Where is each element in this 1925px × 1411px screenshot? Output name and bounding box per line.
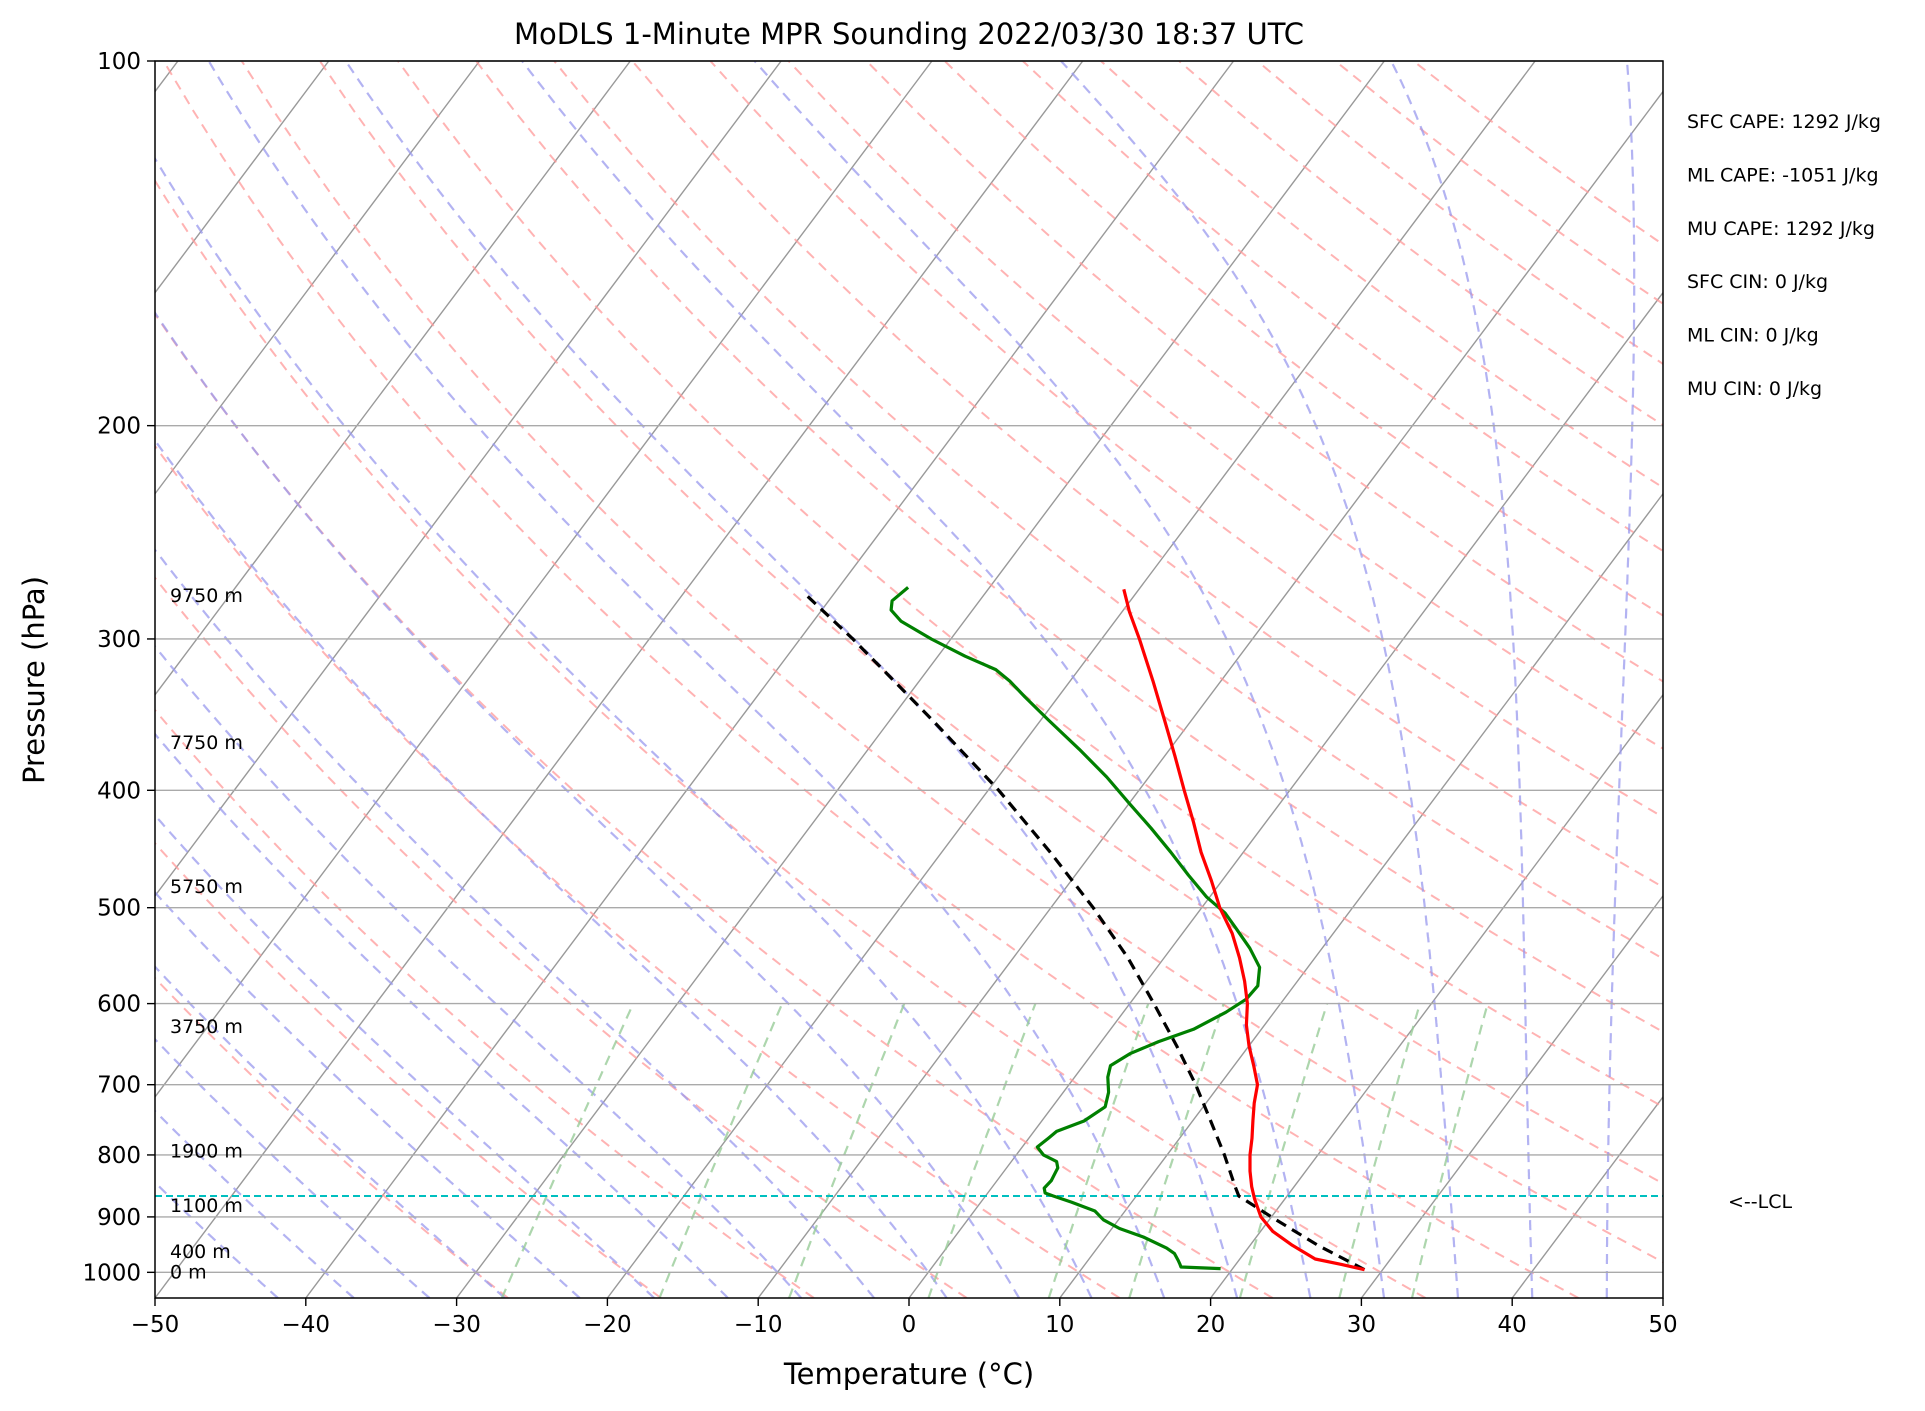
dry-adiabat-line <box>476 61 1925 1298</box>
stat-text: ML CAPE: -1051 J/kg <box>1687 164 1879 186</box>
height-label: 9750 m <box>170 585 243 607</box>
isotherm-line <box>0 61 630 1298</box>
dry-adiabat-line <box>0 61 814 1298</box>
x-tick-label: −30 <box>432 1312 481 1338</box>
moist-adiabat-line <box>1607 61 1634 1298</box>
x-tick-label: −40 <box>282 1312 331 1338</box>
dry-adiabat-line <box>1023 61 1925 1298</box>
isotherm-line <box>1814 61 1925 1298</box>
height-label: 3750 m <box>170 1016 243 1038</box>
dry-adiabat-line <box>632 61 1925 1298</box>
sounding-profiles <box>155 587 1663 1269</box>
moist-adiabat-line <box>1682 61 1786 1298</box>
x-tick-label: −20 <box>583 1312 632 1338</box>
y-tick-label: 300 <box>97 627 141 653</box>
isotherm-line <box>1361 61 1925 1298</box>
stat-text: MU CAPE: 1292 J/kg <box>1687 218 1875 240</box>
y-tick-label: 200 <box>97 414 141 440</box>
mixing-ratio-line <box>789 1004 904 1298</box>
x-tick-label: 40 <box>1498 1312 1527 1338</box>
moist-adiabat-line <box>10 61 1019 1298</box>
moist-adiabat-line <box>1391 61 1532 1298</box>
x-axis-title: Temperature (°C) <box>783 1357 1034 1391</box>
y-tick-label: 500 <box>97 896 141 922</box>
x-tick-label: 20 <box>1196 1312 1225 1338</box>
isotherm-line <box>0 61 781 1298</box>
mixing-ratio-line <box>1240 1004 1327 1298</box>
y-tick-label: 600 <box>97 992 141 1018</box>
dry-adiabat-line <box>945 61 1925 1298</box>
x-tick-label: 0 <box>902 1312 917 1338</box>
dry-adiabat-line <box>398 61 1925 1298</box>
chart-title: MoDLS 1-Minute MPR Sounding 2022/03/30 1… <box>514 17 1304 51</box>
dry-adiabat-line <box>0 61 1120 1298</box>
isotherm-line <box>155 61 1083 1298</box>
pressure-gridlines <box>155 61 1663 1272</box>
height-label: 5750 m <box>170 876 243 898</box>
dry-adiabat-line <box>1335 61 1925 1298</box>
dry-adiabat-line <box>1101 61 1925 1298</box>
moist-adiabat-line <box>0 61 947 1298</box>
y-tick-label: 100 <box>97 49 141 75</box>
dry-adiabat-line <box>554 61 1925 1298</box>
axes: −50 −40 −30 −20 −10 0 10 20 30 40 50 1000 900 800 700 6… <box>82 49 1677 1338</box>
mixing-ratio-line <box>502 1004 633 1298</box>
moist-adiabat-line <box>0 61 430 1298</box>
x-tick-label: 10 <box>1045 1312 1074 1338</box>
height-label: 400 m <box>170 1241 231 1263</box>
plot-frame <box>155 61 1663 1298</box>
y-tick-label: 1000 <box>82 1260 141 1286</box>
height-label: 7750 m <box>170 732 243 754</box>
isotherm-line <box>1211 61 1925 1298</box>
moist-adiabat-line <box>755 61 1384 1298</box>
mixing-ratio-line <box>1049 1004 1149 1298</box>
x-tick-label: −10 <box>734 1312 783 1338</box>
height-label: 1100 m <box>170 1195 243 1217</box>
stat-text: SFC CIN: 0 J/kg <box>1687 271 1828 293</box>
y-tick-label: 900 <box>97 1205 141 1231</box>
mixing-ratio-line <box>1339 1004 1420 1298</box>
y-tick-label: 400 <box>97 778 141 804</box>
x-tick-label: 30 <box>1347 1312 1376 1338</box>
stat-text: ML CIN: 0 J/kg <box>1687 325 1819 347</box>
isotherm-line <box>1663 61 1925 1298</box>
y-tick-label: 800 <box>97 1143 141 1169</box>
dry-adiabat-line <box>0 61 661 1298</box>
height-label: 1900 m <box>170 1140 243 1162</box>
moist-adiabat-line <box>522 61 1310 1298</box>
moist-adiabat-line <box>0 61 874 1298</box>
dry-adiabat-line <box>320 61 1884 1298</box>
mixing-ratio-line <box>660 1004 783 1298</box>
dry-adiabat-line <box>7 61 1272 1298</box>
moist-adiabat-line <box>0 61 580 1298</box>
dry-adiabat-line <box>86 61 1426 1298</box>
dry-adiabat-line <box>242 61 1732 1298</box>
dry-adiabat-line <box>1413 61 1925 1298</box>
x-tick-label: −50 <box>131 1312 180 1338</box>
mixing-ratio-line <box>1412 1004 1488 1298</box>
isotherm-line <box>1512 61 1925 1298</box>
height-label: 0 m <box>170 1261 207 1283</box>
stat-text: MU CIN: 0 J/kg <box>1687 378 1822 400</box>
moist-adiabat-line <box>0 61 654 1298</box>
dry-adiabat-line <box>0 61 508 1298</box>
x-tick-label: 50 <box>1648 1312 1677 1338</box>
temperature-line <box>1124 589 1365 1269</box>
lcl-label: <--LCL <box>1728 1191 1792 1213</box>
y-axis-title: Pressure (hPa) <box>17 576 51 784</box>
background-lines <box>0 61 1925 1298</box>
moist-adiabat-line <box>0 61 801 1298</box>
isotherm-line <box>909 61 1837 1298</box>
stat-text: SFC CAPE: 1292 J/kg <box>1687 111 1881 133</box>
y-tick-label: 700 <box>97 1073 141 1099</box>
